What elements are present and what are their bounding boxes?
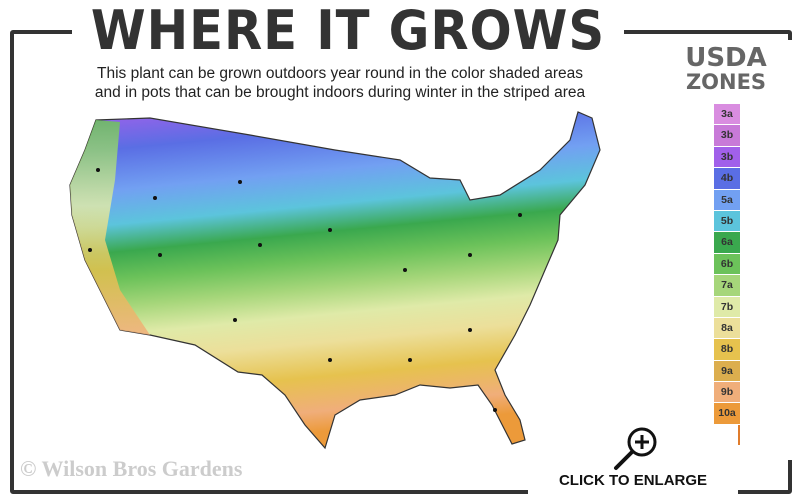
west-coast-region (70, 120, 150, 335)
subtitle-line: This plant can be grown outdoors year ro… (97, 65, 583, 82)
zone-swatch-5b: 5b (714, 210, 740, 232)
legend-title-line: ZONES (685, 70, 767, 94)
zone-swatch-8a: 8a (714, 317, 740, 339)
subtitle: This plant can be grown outdoors year ro… (40, 64, 640, 102)
zone-swatch-9a: 9a (714, 360, 740, 382)
zone-swatch-9b: 9b (714, 382, 740, 403)
zone-swatch-8b: 8b (714, 339, 740, 360)
zone-swatch-6b: 6b (714, 253, 740, 275)
subtitle-line: and in pots that can be brought indoors … (94, 84, 586, 101)
zone-swatch-3b: 3b (714, 146, 740, 168)
zone-swatches: 3a3b3b4b5a5b6a6b7a7b8a8b9a9b10a10b (714, 104, 740, 446)
click-to-enlarge-button[interactable]: CLICK TO ENLARGE (528, 424, 738, 500)
zone-swatch-7b: 7b (714, 296, 740, 317)
zone-swatch-7a: 7a (714, 275, 740, 296)
zone-swatch-5a: 5a (714, 189, 740, 210)
us-outline (69, 111, 601, 450)
zone-swatch-10a: 10a (714, 403, 740, 424)
watermark: © Wilson Bros Gardens (20, 456, 243, 481)
legend-title-line: USDA (685, 43, 767, 73)
zone-swatch-6a: 6a (714, 232, 740, 253)
usda-zones-legend: USDA ZONES 3a 3b 3b 4b 5a 5b 6a 6b 7a 7b 8a 8b 9a 9b 1… (656, 40, 796, 460)
zone-swatch-3b: 3b (714, 125, 740, 146)
enlarge-label: CLICK TO ENLARGE (558, 472, 708, 489)
magnifier-plus-icon (614, 427, 657, 470)
city-dots (88, 168, 522, 412)
zone-swatch-4b: 4b (714, 168, 740, 189)
legend-title: USDA ZONES (656, 43, 796, 94)
zone-swatch-3a: 3a (714, 104, 740, 125)
page-title: WHERE IT GROWS (72, 0, 624, 62)
